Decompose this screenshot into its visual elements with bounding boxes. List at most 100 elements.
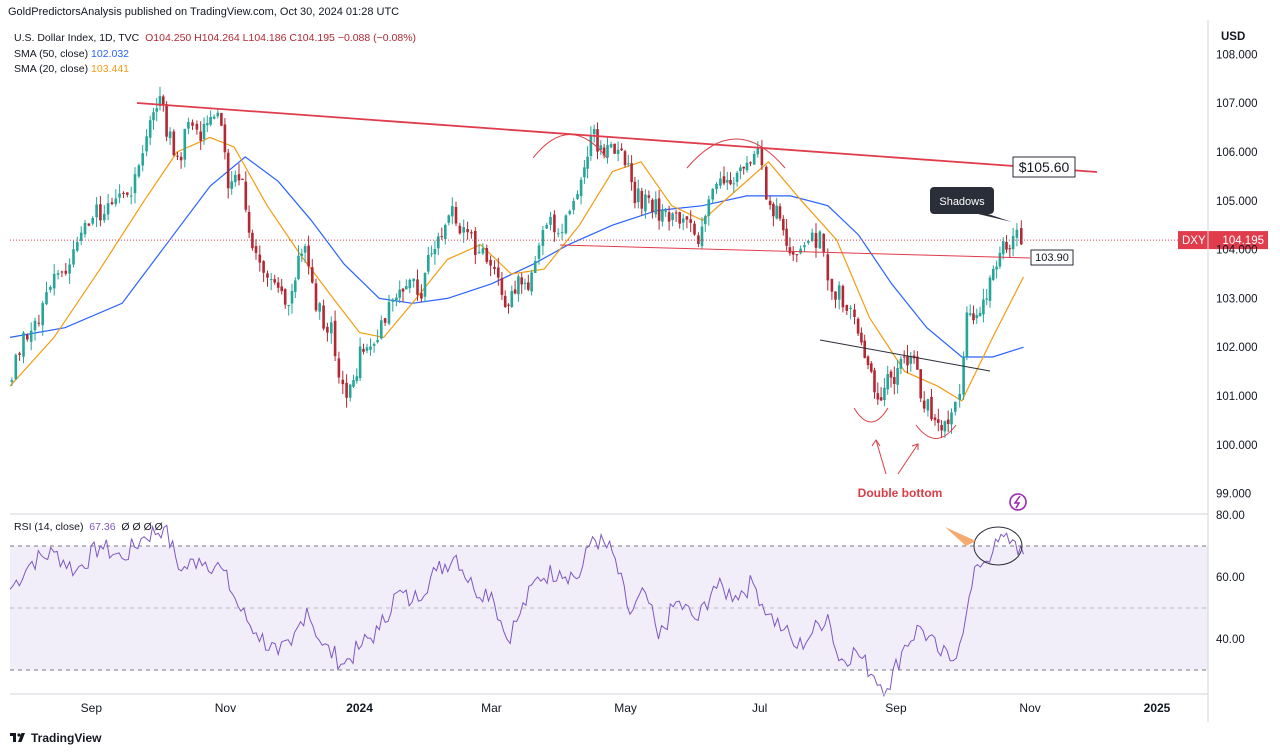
candle-body [799, 248, 802, 254]
candle-body [420, 293, 423, 299]
candle-body [372, 344, 376, 346]
time-tick-label: Nov [1019, 701, 1040, 715]
candle-body [1008, 248, 1012, 250]
price-tick-label: 102.000 [1216, 342, 1258, 354]
candle-body [876, 393, 880, 400]
candle-body [362, 348, 365, 352]
candle-body [541, 230, 545, 246]
time-tick-label: 2024 [346, 701, 373, 715]
candle-body [962, 356, 965, 395]
candle-body [933, 417, 937, 421]
candle-body [772, 203, 775, 217]
candle-body [26, 335, 29, 340]
bottom-arc [853, 407, 889, 423]
candle-body [158, 96, 162, 107]
candle-body [333, 320, 337, 357]
candle-body [133, 174, 137, 194]
candle-body [427, 255, 430, 272]
candle-body [616, 149, 620, 154]
candle-body [856, 318, 860, 334]
candle-body [946, 419, 950, 424]
candle-body [664, 210, 667, 212]
candle-body [576, 194, 579, 199]
price-tick-label: 106.000 [1216, 147, 1258, 159]
sma20-line [9, 136, 1025, 402]
candle-body [348, 384, 352, 398]
candle-body [206, 123, 209, 126]
candle-body [916, 356, 919, 370]
candle-body [937, 419, 940, 423]
price-tick-label: 103.000 [1216, 293, 1258, 305]
candle-body [64, 270, 68, 274]
price-tick-label: 104.000 [1216, 245, 1258, 257]
candle-body [560, 232, 564, 234]
candle-body [592, 129, 596, 135]
candle-body [430, 253, 433, 255]
lightning-icon [1013, 495, 1021, 509]
candle-body [165, 104, 168, 137]
candle-body [440, 236, 444, 238]
candle-body [583, 167, 586, 178]
last-price-symbol: DXY [1182, 235, 1206, 247]
candle-body [477, 251, 481, 254]
candle-body [223, 124, 227, 153]
candle-body [879, 397, 883, 401]
footer-brand[interactable]: TradingView [10, 731, 101, 745]
candle-body [520, 277, 523, 285]
candle-body [968, 313, 972, 315]
candle-body [700, 226, 704, 247]
candle-body [322, 305, 325, 329]
candle-body [745, 162, 749, 171]
candle-body [103, 213, 106, 221]
shadows-callout-bg [930, 187, 994, 214]
ohlc-high: H104.264 [194, 32, 240, 44]
candle-body [122, 192, 125, 194]
candle-body [168, 131, 172, 139]
price-tag-label: 103.90 [1035, 252, 1069, 264]
candle-body [118, 193, 121, 198]
candle-body [950, 412, 953, 425]
candle-body [489, 259, 492, 266]
candle-body [276, 282, 280, 288]
candle-body [814, 233, 818, 248]
candle-body [60, 271, 64, 273]
candle-body [33, 320, 37, 331]
candle-body [845, 305, 849, 311]
candle-body [269, 279, 273, 280]
candle-body [110, 202, 114, 205]
candle-body [998, 252, 1002, 267]
candle-body [752, 154, 756, 165]
rsi-orange-arrow [945, 527, 976, 546]
currency-label[interactable]: USD [1221, 31, 1246, 43]
candle-body [500, 278, 504, 295]
candle-body [141, 153, 144, 166]
candle-body [433, 249, 437, 255]
candle-body [412, 278, 415, 282]
candle-body [775, 205, 778, 219]
candle-body [37, 322, 41, 324]
candle-body [988, 277, 992, 301]
candle-body [369, 346, 372, 350]
price-tick-label: 101.000 [1216, 391, 1258, 403]
candle-body [401, 288, 405, 292]
price-tick-label: 100.000 [1216, 440, 1258, 452]
candle-body [893, 377, 896, 384]
candle-body [87, 223, 91, 226]
candle-body [689, 219, 692, 223]
candle-body [195, 123, 199, 130]
candle-body [470, 232, 473, 234]
candle-body [49, 287, 52, 290]
candle-body [760, 147, 764, 166]
candle-body [602, 147, 606, 156]
candle-body [791, 251, 795, 255]
candle-body [1005, 242, 1008, 250]
time-tick-label: 2025 [1144, 701, 1171, 715]
candle-body [742, 166, 745, 169]
ohlc-open: O104.250 [145, 32, 192, 44]
last-price-tag-bg [1178, 231, 1268, 250]
candle-body [596, 129, 599, 152]
candle-body [572, 201, 575, 210]
candle-body [408, 279, 412, 289]
candle-body [599, 145, 603, 150]
